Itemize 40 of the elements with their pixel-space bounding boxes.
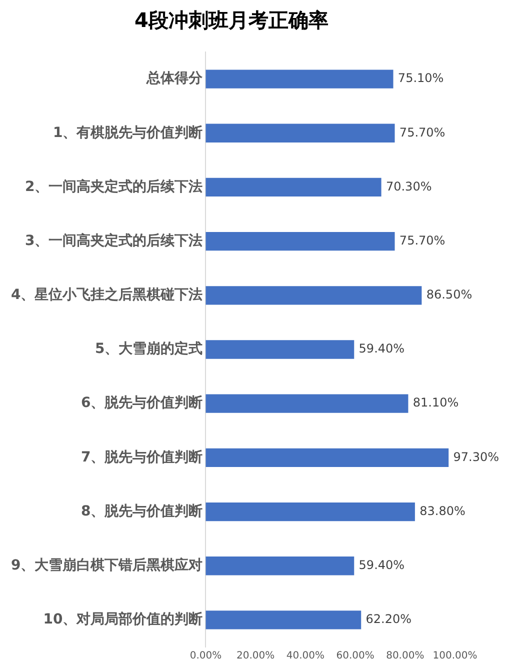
- chart-title: 4段冲刺班月考正确率: [134, 8, 328, 32]
- data-label: 62.20%: [366, 612, 412, 626]
- bar: [206, 124, 395, 142]
- x-tick-label: 40.00%: [286, 650, 325, 662]
- y-tick-label: 4、星位小飞挂之后黑棋碰下法: [10, 286, 203, 304]
- x-tick-label: 60.00%: [336, 650, 374, 662]
- bar: [206, 394, 408, 413]
- y-tick-label: 2、一间高夹定式的后续下法: [24, 178, 203, 195]
- x-tick-label: 0.00%: [190, 650, 222, 662]
- data-label: 75.10%: [398, 71, 444, 86]
- x-tick-label: 80.00%: [386, 650, 424, 662]
- data-label: 81.10%: [412, 396, 459, 410]
- data-label: 83.80%: [420, 504, 466, 518]
- bar: [206, 502, 415, 522]
- data-label: 86.50%: [426, 288, 472, 302]
- data-label: 59.40%: [358, 342, 405, 356]
- bar: [206, 556, 354, 576]
- bar: [206, 70, 394, 88]
- y-tick-label: 5、大雪崩的定式: [94, 340, 203, 358]
- data-label: 75.70%: [399, 125, 446, 140]
- y-tick-label: 1、有棋脱先与价值判断: [52, 124, 203, 141]
- bar: [206, 340, 354, 359]
- data-label: 97.30%: [453, 450, 500, 464]
- y-tick-label: 3、一间高夹定式的后续下法: [24, 232, 203, 249]
- data-label: 75.70%: [399, 233, 446, 248]
- data-label: 70.30%: [386, 179, 432, 194]
- bar: [206, 286, 422, 305]
- y-tick-label: 6、脱先与价值判断: [80, 395, 203, 412]
- x-tick-label: 100.00%: [432, 650, 478, 662]
- y-tick-label: 总体得分: [146, 70, 204, 87]
- y-tick-label: 9、大雪崩白棋下错后黑棋应对: [10, 556, 203, 574]
- bar: [206, 610, 362, 630]
- y-tick-label: 7、脱先与价值判断: [80, 449, 203, 466]
- bar: [206, 178, 382, 197]
- bar: [206, 448, 449, 468]
- x-tick-label: 20.00%: [236, 650, 275, 662]
- bar: [206, 232, 395, 251]
- y-tick-label: 8、脱先与价值判断: [80, 503, 203, 520]
- y-tick-label: 10、对局局部价值的判断: [43, 610, 203, 628]
- data-label: 59.40%: [358, 558, 405, 572]
